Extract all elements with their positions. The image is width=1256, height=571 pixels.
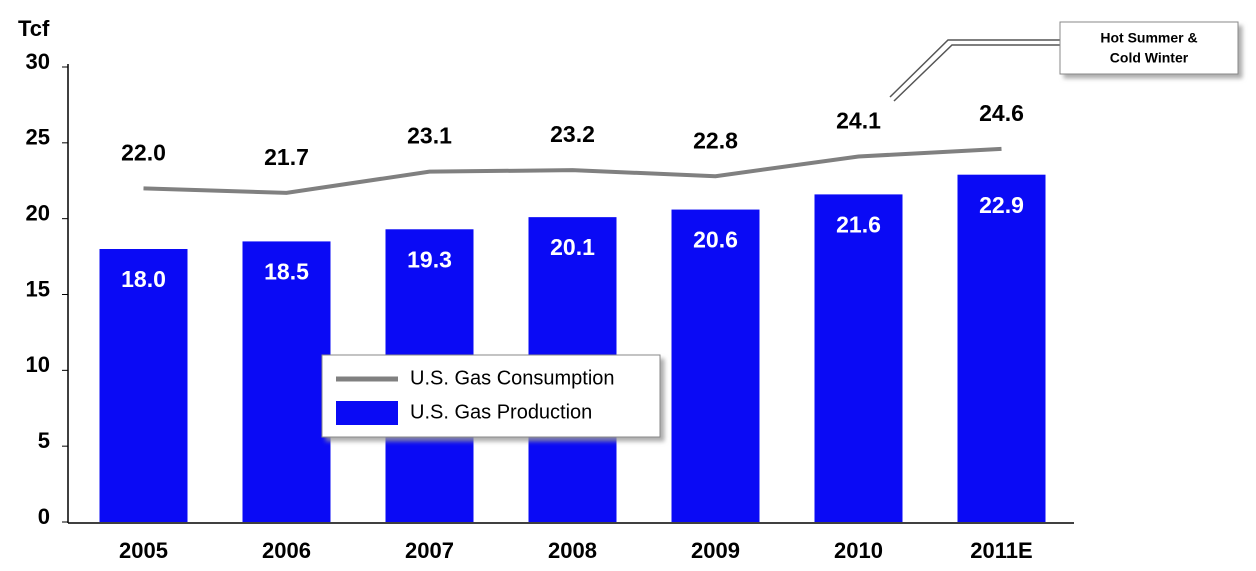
legend-swatch (336, 401, 398, 425)
line (143, 146, 1002, 195)
x-tick-label: 2009 (691, 538, 740, 563)
y-tick-label: 5 (38, 428, 50, 453)
line-value-label: 22.0 (121, 139, 166, 165)
bar-value-label: 22.9 (979, 192, 1024, 218)
line-value-label: 23.2 (550, 121, 595, 147)
x-tick-label: 2007 (405, 538, 454, 563)
y-tick-label: 20 (26, 200, 50, 225)
x-tick-label: 2005 (119, 538, 168, 563)
line-value-label: 22.8 (693, 127, 738, 153)
bar-value-label: 18.0 (121, 266, 166, 292)
bar-value-label: 20.6 (693, 227, 738, 253)
bar (671, 209, 760, 523)
line-value-label: 23.1 (407, 123, 452, 149)
x-tick-label: 2010 (834, 538, 883, 563)
bar (814, 194, 903, 522)
y-tick-label: 10 (26, 352, 50, 377)
x-tick-label: 2006 (262, 538, 311, 563)
callout-line (889, 39, 1060, 98)
y-tick-label: 30 (26, 49, 50, 74)
bar (957, 174, 1046, 522)
x-tick-label: 2011E (970, 538, 1032, 563)
line-value-label: 21.7 (264, 144, 309, 170)
x-tick-label: 2008 (548, 538, 597, 563)
legend-label: U.S. Gas Consumption (410, 367, 615, 389)
y-axis-label: Tcf (18, 16, 50, 41)
bar (99, 249, 188, 522)
bar (242, 241, 331, 522)
bar-value-label: 18.5 (264, 258, 309, 284)
annotation-box (1059, 21, 1239, 75)
bar-value-label: 21.6 (836, 211, 881, 237)
line-value-label: 24.6 (979, 100, 1024, 126)
annotation: Hot Summer & (1100, 30, 1197, 46)
legend-label: U.S. Gas Production (410, 401, 592, 423)
bar-value-label: 19.3 (407, 246, 452, 272)
y-tick-label: 25 (26, 125, 50, 150)
line-value-label: 24.1 (836, 108, 881, 134)
callout-line (893, 44, 1060, 102)
annotation: Cold Winter (1110, 50, 1189, 66)
bar-value-label: 20.1 (550, 234, 595, 260)
y-tick-label: 15 (26, 276, 50, 301)
y-tick-label: 0 (38, 504, 50, 529)
